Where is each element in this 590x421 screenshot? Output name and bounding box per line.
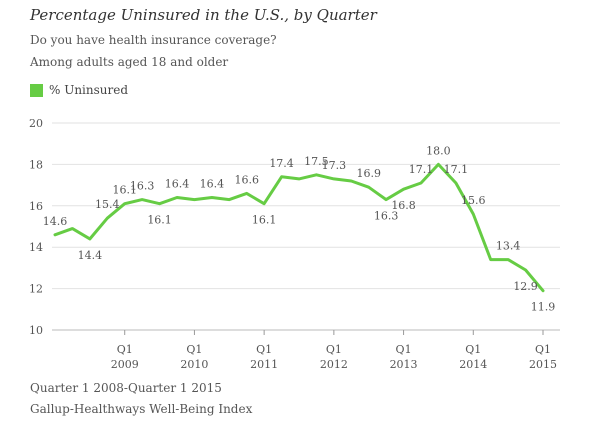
data-label-19: 16.3 (374, 210, 399, 223)
chart-subtitle-population: Among adults aged 18 and older (30, 55, 229, 69)
data-label-9: 16.4 (200, 178, 225, 191)
x-tick-label-q-2009: Q1 (117, 343, 133, 356)
y-tick-label-14: 14 (29, 241, 43, 254)
footer-source: Gallup-Healthways Well-Being Index (30, 402, 253, 416)
series-line-uninsured (53, 162, 545, 293)
y-tick-label-16: 16 (29, 200, 43, 213)
x-tick-label-q-2011: Q1 (256, 343, 272, 356)
y-tick-label-10: 10 (29, 324, 43, 337)
data-label-16: 17.3 (322, 159, 347, 172)
x-tick-label-q-2014: Q1 (465, 343, 481, 356)
data-label-5: 16.3 (130, 180, 155, 193)
data-label-21: 17.1 (409, 163, 434, 176)
data-label-4: 16.1 (112, 184, 137, 197)
data-label-2: 14.4 (78, 249, 103, 262)
data-label-27: 12.9 (513, 280, 538, 293)
data-label-13: 17.4 (269, 157, 294, 170)
x-tick-label-year-2009: 2009 (111, 358, 139, 371)
chart-legend: % Uninsured (30, 83, 128, 97)
data-label-6: 16.1 (147, 214, 172, 227)
data-label-24: 15.6 (461, 194, 486, 207)
data-label-20: 16.8 (391, 199, 416, 212)
line-chart: 10 12 14 16 18 20 Q1 2009 Q1 2010 Q1 2011 Q1 2012 Q1 20… (29, 117, 560, 371)
x-tick-label-year-2010: 2010 (180, 358, 208, 371)
x-tick-label-q-2013: Q1 (396, 343, 412, 356)
footer-date-range: Quarter 1 2008-Quarter 1 2015 (30, 381, 222, 395)
data-label-3: 15.4 (95, 198, 120, 211)
data-label-22: 18.0 (426, 144, 451, 157)
legend-label: % Uninsured (49, 83, 129, 97)
data-label-28: 11.9 (531, 301, 556, 314)
data-label-11: 16.6 (234, 173, 259, 186)
chart-title: Percentage Uninsured in the U.S., by Qua… (30, 6, 377, 24)
x-tick-label-year-2011: 2011 (250, 358, 278, 371)
x-tick-label-q-2015: Q1 (535, 343, 551, 356)
chart-subtitle-question: Do you have health insurance coverage? (30, 33, 277, 47)
data-label-15: 17.5 (304, 155, 329, 168)
y-tick-label-18: 18 (29, 158, 43, 171)
x-tick-label-year-2015: 2015 (529, 358, 557, 371)
y-tick-label-12: 12 (29, 283, 43, 296)
x-tick-label-year-2014: 2014 (459, 358, 487, 371)
x-tick-label-year-2012: 2012 (320, 358, 348, 371)
x-tick-label-q-2012: Q1 (326, 343, 342, 356)
y-tick-label-20: 20 (29, 117, 43, 130)
legend-swatch (30, 83, 43, 97)
x-tick-label-year-2013: 2013 (390, 358, 418, 371)
data-label-7: 16.4 (165, 178, 190, 191)
data-label-18: 16.9 (356, 167, 381, 180)
x-tick-label-q-2010: Q1 (186, 343, 202, 356)
data-label-0: 14.6 (43, 215, 68, 228)
data-label-26: 13.4 (496, 240, 521, 253)
data-label-23: 17.1 (444, 163, 469, 176)
data-label-12: 16.1 (252, 214, 277, 227)
